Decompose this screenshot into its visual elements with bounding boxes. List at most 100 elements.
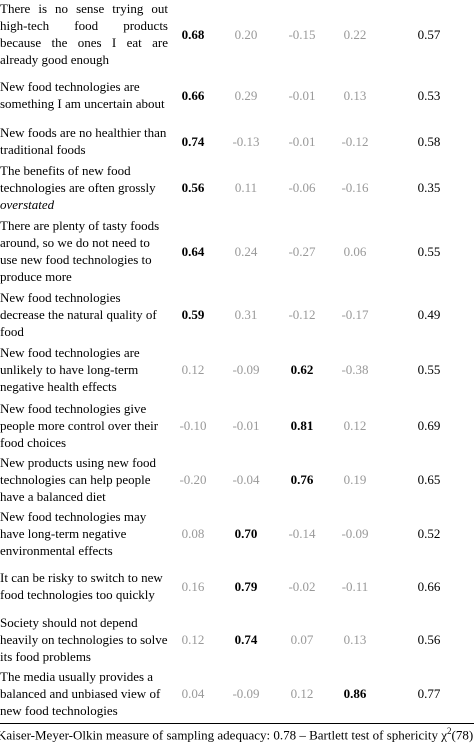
value-cell: 0.53 xyxy=(417,87,441,103)
value-cell: 0.76 xyxy=(290,471,314,487)
value-cell: 0.55 xyxy=(417,243,441,259)
item-cell: There is no sense trying out high-tech f… xyxy=(0,0,172,68)
item-emphasis: overstated xyxy=(0,197,55,212)
item-cell: Society should not depend heavily on tec… xyxy=(0,611,172,667)
value-cell: -0.01 xyxy=(288,87,316,103)
value-cell: 0.74 xyxy=(234,631,258,647)
table-row: New food technologies are unlikely to ha… xyxy=(0,341,474,397)
value-cell: 0.08 xyxy=(181,525,205,541)
item-text: New food technologies may have long-term… xyxy=(0,508,147,558)
value-cell: 0.56 xyxy=(181,180,205,195)
table-row: New food technologies may have long-term… xyxy=(0,505,474,561)
value-cell: 0.69 xyxy=(417,417,441,433)
value-cell: 0.29 xyxy=(234,87,258,103)
item-text: There are plenty of tasty foods around, … xyxy=(0,218,160,284)
value-cell: 0.49 xyxy=(417,306,441,322)
value-cell: 0.65 xyxy=(417,471,441,487)
table-row: New food technologies decrease the natur… xyxy=(0,287,474,341)
value-cell: -0.13 xyxy=(232,133,260,149)
value-cell: -0.01 xyxy=(232,417,260,433)
value-cell: 0.13 xyxy=(343,87,367,103)
value-cell: 0.04 xyxy=(181,686,205,701)
value-cell: 0.66 xyxy=(181,87,205,103)
value-cell: 0.74 xyxy=(181,133,205,149)
item-cell: New food technologies are something I am… xyxy=(0,68,172,122)
table-row: There are plenty of tasty foods around, … xyxy=(0,215,474,287)
item-text: New foods are no healthier than traditio… xyxy=(0,125,167,157)
value-cell: 0.11 xyxy=(234,180,258,195)
value-cell: 0.35 xyxy=(417,180,441,195)
item-text: New food technologies are unlikely to ha… xyxy=(0,344,140,394)
item-text: The benefits of new food technologies ar… xyxy=(0,163,156,195)
value-cell: -0.38 xyxy=(341,361,369,377)
table-row: New food technologies are something I am… xyxy=(0,68,474,122)
item-cell: The media usually provides a balanced an… xyxy=(0,667,172,720)
footer-rest: (78) 1449. xyxy=(451,727,474,743)
item-cell: New food technologies are unlikely to ha… xyxy=(0,341,172,397)
value-cell: -0.09 xyxy=(232,361,260,377)
value-cell: 0.68 xyxy=(181,26,205,42)
item-text: The media usually provides a balanced an… xyxy=(0,669,161,718)
value-cell: 0.31 xyxy=(234,306,258,322)
value-cell: -0.06 xyxy=(288,180,316,195)
value-cell: -0.02 xyxy=(288,578,316,594)
table-row: The media usually provides a balanced an… xyxy=(0,667,474,720)
value-cell: 0.06 xyxy=(343,243,367,259)
value-cell: 0.12 xyxy=(181,361,205,377)
table-row: The benefits of new food technologies ar… xyxy=(0,160,474,215)
item-text: New food technologies decrease the natur… xyxy=(0,289,157,339)
footer-superscript: 2 xyxy=(447,726,452,736)
item-text: New products using new food technologies… xyxy=(0,454,156,504)
value-cell: 0.12 xyxy=(343,417,367,433)
table-row: It can be risky to switch to new food te… xyxy=(0,561,474,611)
value-cell: 0.12 xyxy=(181,631,205,647)
item-text: It can be risky to switch to new food te… xyxy=(0,570,163,602)
item-text: There is no sense trying out high-tech f… xyxy=(0,1,168,67)
value-cell: 0.24 xyxy=(234,243,258,259)
value-cell: 0.57 xyxy=(417,26,441,42)
value-cell: 0.58 xyxy=(417,133,441,149)
value-cell: 0.62 xyxy=(290,361,314,377)
value-cell: 0.07 xyxy=(290,631,314,647)
value-cell: -0.12 xyxy=(288,306,316,322)
value-cell: 0.20 xyxy=(234,26,258,42)
item-text: Society should not depend heavily on tec… xyxy=(0,614,168,664)
footer: Kaiser-Meyer-Olkin measure of sampling a… xyxy=(0,723,474,743)
value-cell: -0.20 xyxy=(179,471,207,487)
value-cell: -0.04 xyxy=(232,471,260,487)
item-cell: It can be risky to switch to new food te… xyxy=(0,561,172,611)
table-row: New foods are no healthier than traditio… xyxy=(0,122,474,160)
value-cell: 0.19 xyxy=(343,471,367,487)
value-cell: 0.22 xyxy=(343,26,367,42)
item-cell: New foods are no healthier than traditio… xyxy=(0,122,172,160)
footer-text: Kaiser-Meyer-Olkin measure of sampling a… xyxy=(0,727,448,743)
value-cell: 0.70 xyxy=(234,525,258,541)
value-cell: -0.09 xyxy=(341,525,369,541)
item-cell: New food technologies decrease the natur… xyxy=(0,287,172,341)
table-row: New food technologies give people more c… xyxy=(0,397,474,453)
value-cell: 0.56 xyxy=(417,631,441,647)
value-cell: -0.10 xyxy=(179,417,207,433)
item-cell: There are plenty of tasty foods around, … xyxy=(0,215,172,287)
item-text: New food technologies give people more c… xyxy=(0,400,159,450)
value-cell: -0.14 xyxy=(288,525,316,541)
value-cell: 0.55 xyxy=(417,361,441,377)
factor-table: There is no sense trying out high-tech f… xyxy=(0,0,474,720)
item-cell: The benefits of new food technologies ar… xyxy=(0,160,172,215)
value-cell: -0.16 xyxy=(341,180,369,195)
table-row: New products using new food technologies… xyxy=(0,453,474,505)
value-cell: -0.15 xyxy=(288,26,316,42)
value-cell: 0.79 xyxy=(234,578,258,594)
value-cell: -0.12 xyxy=(341,133,369,149)
value-cell: -0.11 xyxy=(341,578,369,594)
value-cell: 0.52 xyxy=(417,525,441,541)
value-cell: -0.09 xyxy=(232,686,260,701)
value-cell: 0.13 xyxy=(343,631,367,647)
item-cell: New food technologies give people more c… xyxy=(0,397,172,453)
item-cell: New food technologies may have long-term… xyxy=(0,505,172,561)
item-cell: New products using new food technologies… xyxy=(0,453,172,505)
value-cell: 0.66 xyxy=(417,578,441,594)
item-text: New food technologies are something I am… xyxy=(0,79,165,111)
value-cell: -0.17 xyxy=(341,306,369,322)
